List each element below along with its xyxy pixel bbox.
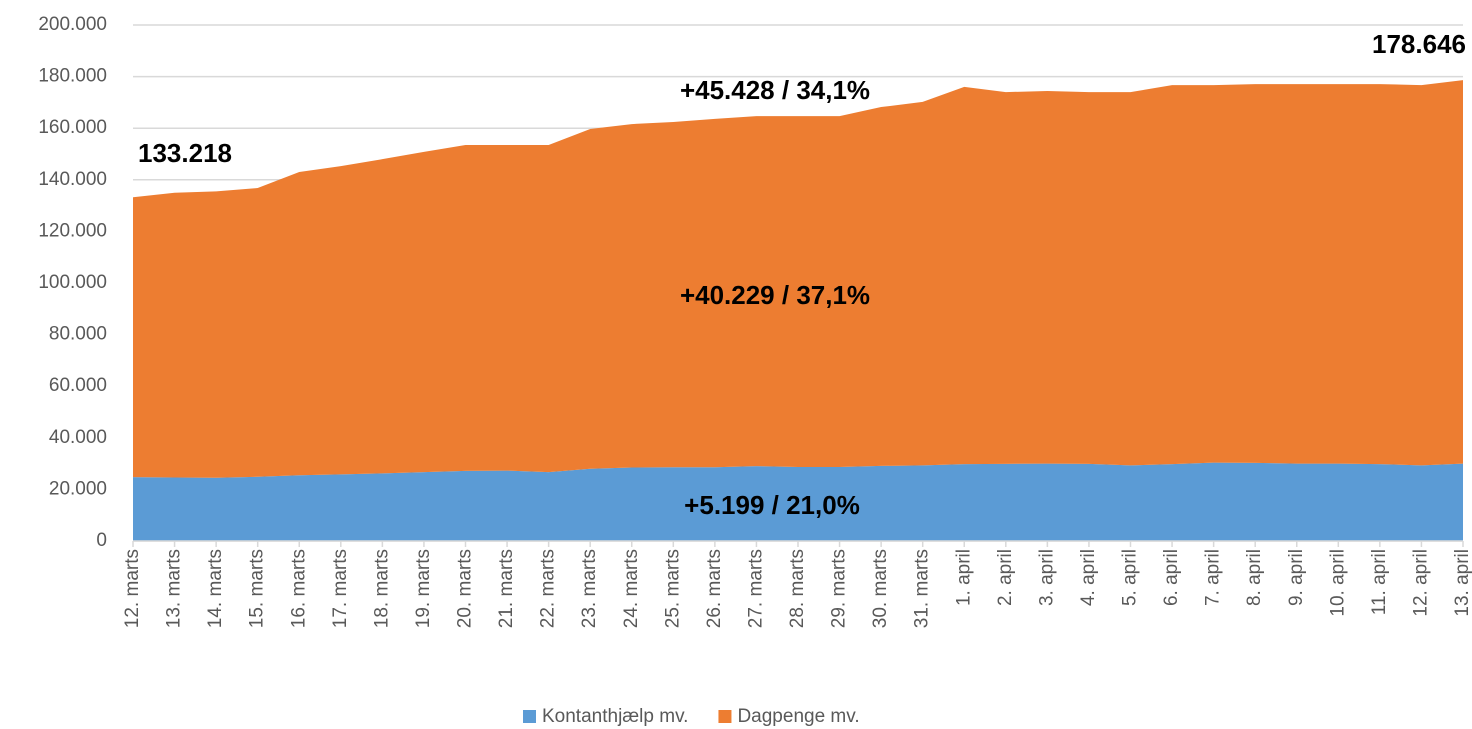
x-tick-label: 14. marts (205, 549, 226, 628)
x-tick-label: 30. marts (870, 549, 891, 628)
y-tick-label: 120.000 (38, 220, 107, 241)
x-tick-label: 20. marts (455, 549, 476, 628)
y-tick-label: 100.000 (38, 272, 107, 293)
x-tick-label: 6. april (1161, 549, 1182, 606)
x-tick-label: 2. april (995, 549, 1016, 606)
y-tick-label: 20.000 (49, 478, 107, 499)
legend-label: Dagpenge mv. (737, 706, 859, 727)
legend-swatch (718, 710, 732, 723)
x-tick-label: 22. marts (538, 549, 559, 628)
y-tick-label: 40.000 (49, 427, 107, 448)
annotation: +5.199 / 21,0% (684, 490, 860, 520)
area (133, 462, 1463, 541)
x-tick-label: 28. marts (787, 549, 808, 628)
x-tick-label: 21. marts (496, 549, 517, 628)
x-tick-label: 27. marts (745, 549, 766, 628)
y-tick-label: 0 (96, 530, 107, 551)
y-tick-label: 200.000 (38, 14, 107, 35)
y-tick-label: 180.000 (38, 66, 107, 87)
x-tick-label: 31. marts (912, 549, 933, 628)
x-tick-label: 24. marts (621, 549, 642, 628)
legend: Kontanthjælp mv. Dagpenge mv. (523, 706, 860, 727)
x-tick-label: 15. marts (247, 549, 268, 628)
x-tick-label: 17. marts (330, 549, 351, 628)
legend-swatch (523, 710, 536, 723)
x-tick-label: 19. marts (413, 549, 434, 628)
x-tick-label: 12. marts (122, 549, 143, 628)
y-tick-label: 60.000 (49, 375, 107, 396)
x-tick-label: 12. april (1410, 549, 1431, 617)
y-tick-label: 140.000 (38, 169, 107, 190)
x-tick-label: 8. april (1244, 549, 1265, 606)
x-tick-label: 10. april (1327, 549, 1348, 617)
x-tick-label: 1. april (953, 549, 974, 606)
x-tick-label: 9. april (1286, 549, 1307, 606)
x-tick-label: 23. marts (579, 549, 600, 628)
x-tick-label: 29. marts (829, 549, 850, 628)
area (133, 80, 1463, 478)
y-tick-label: 80.000 (49, 324, 107, 345)
y-tick-label: 160.000 (38, 117, 107, 138)
annotation: 133.218 (138, 138, 232, 168)
annotation: +45.428 / 34,1% (680, 75, 870, 105)
x-tick-label: 25. marts (662, 549, 683, 628)
annotation: +40.229 / 37,1% (680, 280, 870, 310)
x-tick-label: 3. april (1036, 549, 1057, 606)
x-tick-label: 13. april (1452, 549, 1472, 617)
x-tick-label: 11. april (1369, 549, 1390, 615)
x-tick-label: 16. marts (288, 549, 309, 628)
x-tick-label: 7. april (1203, 549, 1224, 606)
legend-label: Kontanthjælp mv. (542, 706, 688, 727)
x-tick-label: 26. marts (704, 549, 725, 628)
x-tick-label: 18. marts (371, 549, 392, 628)
x-tick-label: 4. april (1078, 549, 1099, 606)
x-tick-label: 5. april (1120, 549, 1141, 606)
annotation: 178.646 (1372, 29, 1466, 59)
x-tick-label: 13. marts (164, 549, 185, 628)
